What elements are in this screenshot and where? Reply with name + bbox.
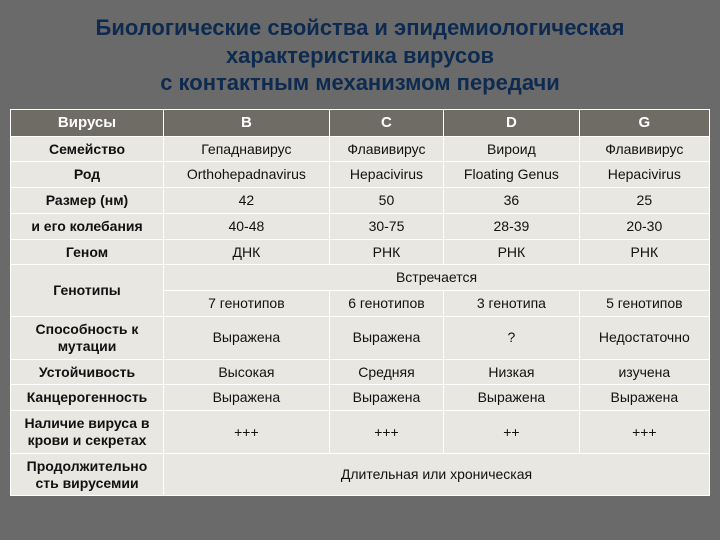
table-row-genotypes: Генотипы Встречается xyxy=(11,265,710,291)
cell: ++ xyxy=(444,411,580,454)
row-label: Род xyxy=(11,162,164,188)
genotypes-span: Встречается xyxy=(164,265,710,291)
title-line-3: с контактным механизмом передачи xyxy=(160,70,560,95)
row-label: Наличие вируса в крови и секретах xyxy=(11,411,164,454)
header-g: G xyxy=(579,109,709,136)
header-b: В xyxy=(164,109,330,136)
table-row-viremia: Продолжительно сть вирусемии Длительная … xyxy=(11,453,710,496)
row-label: и его колебания xyxy=(11,213,164,239)
row-label: Устойчивость xyxy=(11,359,164,385)
cell: ДНК xyxy=(164,239,330,265)
slide: Биологические свойства и эпидемиологичес… xyxy=(0,0,720,540)
table-row: Канцерогенность Выражена Выражена Выраже… xyxy=(11,385,710,411)
row-label: Генотипы xyxy=(11,265,164,317)
row-label: Продолжительно сть вирусемии xyxy=(11,453,164,496)
table-row: и его колебания 40-48 30-75 28-39 20-30 xyxy=(11,213,710,239)
header-c: С xyxy=(329,109,443,136)
row-label: Способность к мутации xyxy=(11,317,164,360)
cell: 20-30 xyxy=(579,213,709,239)
cell: Выражена xyxy=(444,385,580,411)
cell: Orthohepadnavirus xyxy=(164,162,330,188)
cell: 30-75 xyxy=(329,213,443,239)
cell: Hepacivirus xyxy=(329,162,443,188)
cell: 50 xyxy=(329,188,443,214)
cell: Гепаднавирус xyxy=(164,136,330,162)
cell: РНК xyxy=(579,239,709,265)
table-row: Способность к мутации Выражена Выражена … xyxy=(11,317,710,360)
cell: 25 xyxy=(579,188,709,214)
cell: Выражена xyxy=(164,317,330,360)
cell: 3 генотипа xyxy=(444,291,580,317)
cell: Высокая xyxy=(164,359,330,385)
title-line-1: Биологические свойства и эпидемиологичес… xyxy=(96,15,625,40)
cell: Hepacivirus xyxy=(579,162,709,188)
cell: 7 генотипов xyxy=(164,291,330,317)
cell: +++ xyxy=(329,411,443,454)
table-row: Размер (нм) 42 50 36 25 xyxy=(11,188,710,214)
cell: Средняя xyxy=(329,359,443,385)
cell: 5 генотипов xyxy=(579,291,709,317)
cell: +++ xyxy=(579,411,709,454)
row-label: Канцерогенность xyxy=(11,385,164,411)
cell: +++ xyxy=(164,411,330,454)
cell: 40-48 xyxy=(164,213,330,239)
row-label: Размер (нм) xyxy=(11,188,164,214)
cell: Флавивирус xyxy=(579,136,709,162)
row-label: Геном xyxy=(11,239,164,265)
virus-properties-table: Вирусы В С D G Семейство Гепаднавирус Фл… xyxy=(10,109,710,497)
header-viruses: Вирусы xyxy=(11,109,164,136)
cell: 6 генотипов xyxy=(329,291,443,317)
cell: Недостаточно xyxy=(579,317,709,360)
table-row: Наличие вируса в крови и секретах +++ ++… xyxy=(11,411,710,454)
cell: ? xyxy=(444,317,580,360)
cell: Выражена xyxy=(329,385,443,411)
cell: Выражена xyxy=(329,317,443,360)
cell: Вироид xyxy=(444,136,580,162)
cell: РНК xyxy=(329,239,443,265)
cell: Низкая xyxy=(444,359,580,385)
table-row: Геном ДНК РНК РНК РНК xyxy=(11,239,710,265)
row-label: Семейство xyxy=(11,136,164,162)
title-line-2: характеристика вирусов xyxy=(226,43,494,68)
cell: 28-39 xyxy=(444,213,580,239)
cell: 36 xyxy=(444,188,580,214)
cell: Выражена xyxy=(579,385,709,411)
cell: изучена xyxy=(579,359,709,385)
viremia-span: Длительная или хроническая xyxy=(164,453,710,496)
table-row: Род Orthohepadnavirus Hepacivirus Floati… xyxy=(11,162,710,188)
cell: Флавивирус xyxy=(329,136,443,162)
table-row: Семейство Гепаднавирус Флавивирус Вироид… xyxy=(11,136,710,162)
table-row: Устойчивость Высокая Средняя Низкая изуч… xyxy=(11,359,710,385)
cell: Выражена xyxy=(164,385,330,411)
header-d: D xyxy=(444,109,580,136)
table-header-row: Вирусы В С D G xyxy=(11,109,710,136)
cell: РНК xyxy=(444,239,580,265)
cell: 42 xyxy=(164,188,330,214)
slide-title: Биологические свойства и эпидемиологичес… xyxy=(40,14,680,97)
cell: Floating Genus xyxy=(444,162,580,188)
